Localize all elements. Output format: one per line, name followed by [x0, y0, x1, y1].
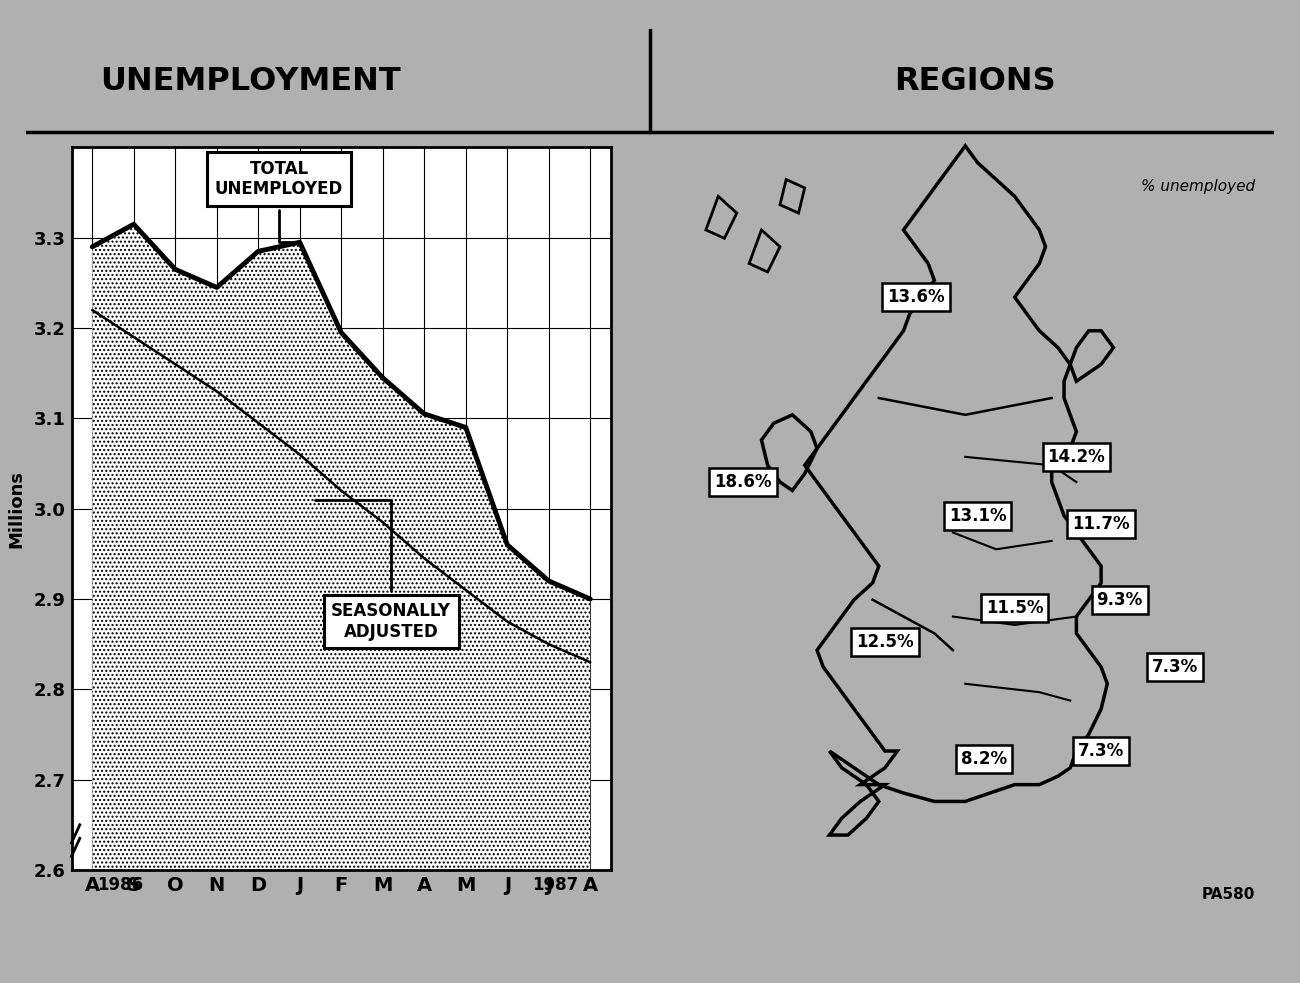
- Text: REGIONS: REGIONS: [893, 66, 1056, 97]
- Text: SEASONALLY
ADJUSTED: SEASONALLY ADJUSTED: [315, 499, 451, 641]
- Y-axis label: Millions: Millions: [8, 470, 26, 548]
- Text: 18.6%: 18.6%: [714, 473, 772, 492]
- Text: 11.7%: 11.7%: [1072, 515, 1130, 533]
- Text: TOTAL
UNEMPLOYED: TOTAL UNEMPLOYED: [214, 159, 343, 242]
- Text: 1986: 1986: [98, 876, 143, 894]
- Text: 11.5%: 11.5%: [985, 599, 1044, 617]
- Text: 13.1%: 13.1%: [949, 506, 1006, 525]
- Text: UNEMPLOYMENT: UNEMPLOYMENT: [100, 66, 400, 97]
- Text: % unemployed: % unemployed: [1141, 180, 1256, 195]
- Text: 7.3%: 7.3%: [1078, 742, 1124, 760]
- Text: PA580: PA580: [1202, 888, 1256, 902]
- Text: 1987: 1987: [532, 876, 578, 894]
- Text: 12.5%: 12.5%: [857, 633, 914, 651]
- Text: 14.2%: 14.2%: [1048, 448, 1105, 466]
- Text: 9.3%: 9.3%: [1096, 591, 1143, 608]
- Text: 7.3%: 7.3%: [1152, 658, 1199, 676]
- Text: 8.2%: 8.2%: [961, 750, 1006, 769]
- Text: 13.6%: 13.6%: [887, 288, 945, 306]
